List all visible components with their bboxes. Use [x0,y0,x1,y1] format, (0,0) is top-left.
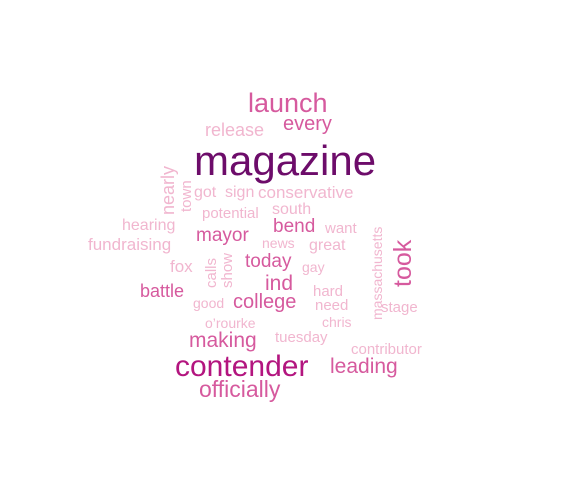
word-tuesday: tuesday [275,329,328,346]
word-officially: officially [199,376,281,402]
word-town: town [178,180,195,212]
word-college: college [233,291,297,313]
word-hard: hard [313,283,344,300]
word-contender: contender [175,350,309,383]
word-show: show [219,252,236,288]
word-nearly: nearly [158,165,178,215]
word-release: release [205,120,265,140]
word-bend: bend [273,216,316,237]
word-potential: potential [202,205,259,222]
word-took: took [389,239,417,287]
word-contributor: contributor [351,341,422,358]
word-conservative: conservative [258,183,354,202]
word-got: got [194,184,217,201]
word-mayor: mayor [196,225,249,246]
word-stage: stage [381,299,418,316]
word-news: news [262,235,295,251]
word-magazine: magazine [194,137,377,184]
word-sign: sign [225,184,255,201]
word-want: want [325,220,357,237]
word-great: great [309,237,346,254]
word-gay: gay [302,259,325,275]
word-leading: leading [330,355,398,378]
word-o-rourke: o’rourke [205,315,256,331]
word-good: good [193,295,225,311]
word-chris: chris [322,314,352,330]
word-making: making [189,329,257,352]
word-need: need [315,297,349,314]
word-fundraising: fundraising [88,235,172,254]
word-battle: battle [140,281,185,301]
word-south: south [272,201,312,218]
word-ind: ind [265,272,294,295]
word-fox: fox [170,257,193,276]
word-today: today [245,251,292,272]
word-calls: calls [203,257,220,288]
word-hearing: hearing [122,217,176,234]
word-launch: launch [248,88,328,118]
word-every: every [283,113,332,135]
